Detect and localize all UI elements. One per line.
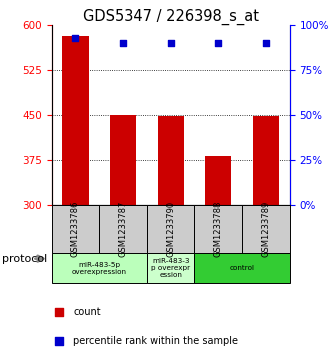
Bar: [147, 253, 194, 283]
Bar: [62, 36, 89, 205]
Text: GSM1233789: GSM1233789: [261, 201, 270, 257]
Text: GSM1233786: GSM1233786: [71, 201, 80, 257]
Point: [263, 40, 268, 46]
Bar: [147, 205, 194, 253]
Bar: [205, 156, 231, 205]
Text: count: count: [73, 307, 101, 317]
Bar: [110, 115, 136, 205]
Text: GSM1233788: GSM1233788: [214, 201, 223, 257]
Text: miR-483-5p
overexpression: miR-483-5p overexpression: [72, 262, 127, 275]
Text: GSM1233790: GSM1233790: [166, 201, 175, 257]
Text: control: control: [229, 265, 255, 271]
Text: miR-483-3
p overexpr
ession: miR-483-3 p overexpr ession: [151, 258, 190, 278]
Title: GDS5347 / 226398_s_at: GDS5347 / 226398_s_at: [83, 9, 259, 25]
Point: [73, 35, 78, 41]
Text: percentile rank within the sample: percentile rank within the sample: [73, 336, 238, 346]
Bar: [52, 253, 147, 283]
Text: GSM1233787: GSM1233787: [119, 201, 128, 257]
Bar: [52, 205, 99, 253]
Bar: [158, 117, 184, 205]
Bar: [242, 205, 290, 253]
Bar: [253, 117, 279, 205]
Bar: [194, 253, 290, 283]
Point: [56, 309, 61, 315]
Point: [216, 40, 221, 46]
Point: [56, 338, 61, 344]
Bar: [194, 205, 242, 253]
Bar: [99, 205, 147, 253]
Point: [121, 40, 126, 46]
Text: protocol: protocol: [2, 254, 47, 264]
Point: [168, 40, 173, 46]
